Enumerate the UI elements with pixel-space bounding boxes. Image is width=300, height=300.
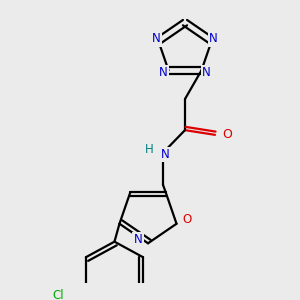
- Text: N: N: [152, 32, 161, 46]
- Text: N: N: [209, 32, 218, 46]
- Text: O: O: [182, 214, 191, 226]
- Text: N: N: [202, 66, 211, 79]
- Text: O: O: [222, 128, 232, 141]
- Text: H: H: [145, 143, 153, 156]
- Text: Cl: Cl: [52, 290, 64, 300]
- Text: N: N: [134, 233, 142, 246]
- Text: N: N: [159, 66, 168, 79]
- Text: N: N: [160, 148, 169, 161]
